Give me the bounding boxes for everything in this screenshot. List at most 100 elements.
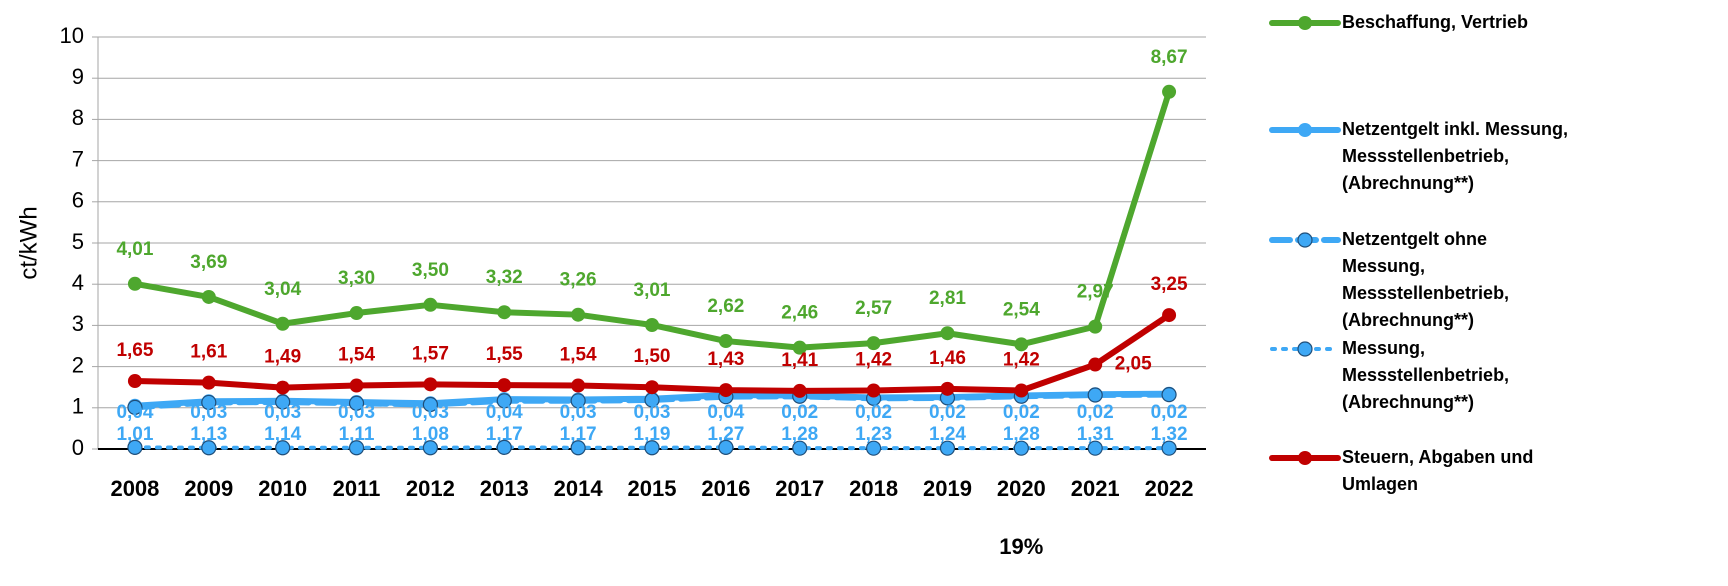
data-label: 0,03: [560, 402, 597, 423]
x-tick-label: 2011: [333, 476, 381, 501]
data-label: 1,01: [116, 424, 153, 445]
y-tick-label: 7: [72, 146, 84, 171]
legend-label: Netzentgelt ohne Messung, Messstellenbet…: [1342, 229, 1510, 330]
data-point: [1014, 337, 1029, 352]
data-point: [127, 276, 142, 291]
data-point: [570, 440, 586, 456]
x-tick-label: 2013: [480, 476, 529, 501]
data-point: [127, 399, 143, 415]
data-point: [1088, 357, 1103, 372]
y-tick-label: 10: [60, 23, 84, 48]
data-label: 2,54: [1003, 299, 1040, 320]
data-label: 1,49: [264, 347, 301, 368]
data-label: 3,50: [412, 260, 449, 281]
x-tick-label: 2022: [1145, 476, 1194, 501]
data-label: 0,04: [707, 402, 744, 423]
x-tick-label: 2021: [1071, 476, 1120, 501]
data-label: 0,03: [634, 402, 671, 423]
x-tick-label: 2012: [406, 476, 455, 501]
data-label: 1,14: [264, 424, 301, 445]
data-point: [1088, 319, 1103, 334]
x-tick-label: 2010: [258, 476, 307, 501]
data-point: [644, 440, 660, 456]
data-point: [422, 396, 438, 413]
data-point: [275, 394, 291, 410]
data-label: 1,61: [190, 342, 227, 363]
data-point: [1013, 440, 1029, 456]
data-label: 0,04: [486, 402, 523, 423]
data-point: [349, 306, 364, 321]
x-tick-label: 2014: [554, 476, 604, 501]
data-point: [127, 374, 142, 389]
data-label: 1,28: [781, 424, 818, 445]
x-tick-label: 2019: [923, 476, 972, 501]
y-tick-label: 0: [72, 435, 84, 460]
data-label: 1,17: [486, 424, 523, 445]
data-point: [275, 440, 291, 456]
data-point: [201, 375, 216, 390]
data-label: 1,54: [560, 345, 597, 366]
data-label: 2,97: [1077, 282, 1114, 303]
x-tick-label: 2009: [184, 476, 233, 501]
legend-label: Beschaffung, Vertrieb: [1342, 12, 1529, 32]
data-point: [1014, 383, 1029, 398]
data-label: 1,32: [1151, 424, 1188, 445]
data-label: 3,04: [264, 279, 301, 300]
data-label: 1,42: [855, 350, 892, 371]
data-point: [423, 377, 438, 392]
x-tick-label: 2008: [110, 476, 159, 501]
y-tick-label: 8: [72, 105, 84, 130]
data-label: 1,50: [634, 346, 671, 367]
data-point: [496, 393, 512, 409]
data-point: [201, 394, 217, 411]
data-label: 3,69: [190, 252, 227, 273]
legend-marker: [1297, 341, 1313, 357]
data-label: 1,57: [412, 343, 449, 364]
data-label: 2,46: [781, 303, 818, 324]
data-point: [792, 383, 807, 398]
data-label: 1,46: [929, 348, 966, 369]
data-label: 0,04: [116, 402, 153, 423]
data-point: [275, 316, 290, 331]
data-point: [201, 289, 216, 304]
data-point: [1162, 308, 1177, 323]
data-point: [1162, 84, 1177, 99]
legend-marker: [1297, 232, 1313, 248]
data-point: [201, 440, 217, 456]
data-point: [571, 307, 586, 322]
data-label: 1,54: [338, 345, 375, 366]
data-point: [496, 439, 512, 455]
data-point: [866, 383, 881, 398]
data-point: [792, 440, 808, 456]
x-tick-label: 2015: [628, 476, 677, 501]
data-label: 3,01: [634, 280, 671, 301]
y-tick-label: 6: [72, 188, 84, 213]
data-point: [1161, 440, 1177, 456]
y-tick-label: 2: [72, 352, 84, 377]
data-label: 0,02: [1151, 402, 1188, 423]
data-label: 4,01: [116, 239, 153, 260]
data-label: 1,13: [190, 424, 227, 445]
data-label: 0,03: [412, 402, 449, 423]
data-label: 1,17: [560, 424, 597, 445]
data-point: [570, 393, 586, 409]
data-label: 1,65: [116, 340, 153, 361]
x-tick-label: 2017: [775, 476, 824, 501]
data-point: [645, 317, 659, 332]
x-tick-label: 2020: [997, 476, 1046, 501]
data-label: 1,23: [855, 424, 892, 445]
data-label: 8,67: [1151, 47, 1188, 68]
data-label: 1,27: [707, 424, 744, 445]
data-point: [275, 380, 290, 395]
y-tick-label: 9: [72, 64, 84, 89]
data-label: 0,02: [855, 402, 892, 423]
data-label: 1,41: [781, 350, 818, 371]
data-label: 2,57: [855, 298, 892, 319]
data-label: 3,32: [486, 267, 523, 288]
data-label: 0,02: [781, 402, 818, 423]
data-point: [718, 439, 734, 455]
data-point: [1161, 387, 1177, 403]
data-label: 2,81: [929, 288, 966, 309]
data-label: 1,28: [1003, 424, 1040, 445]
